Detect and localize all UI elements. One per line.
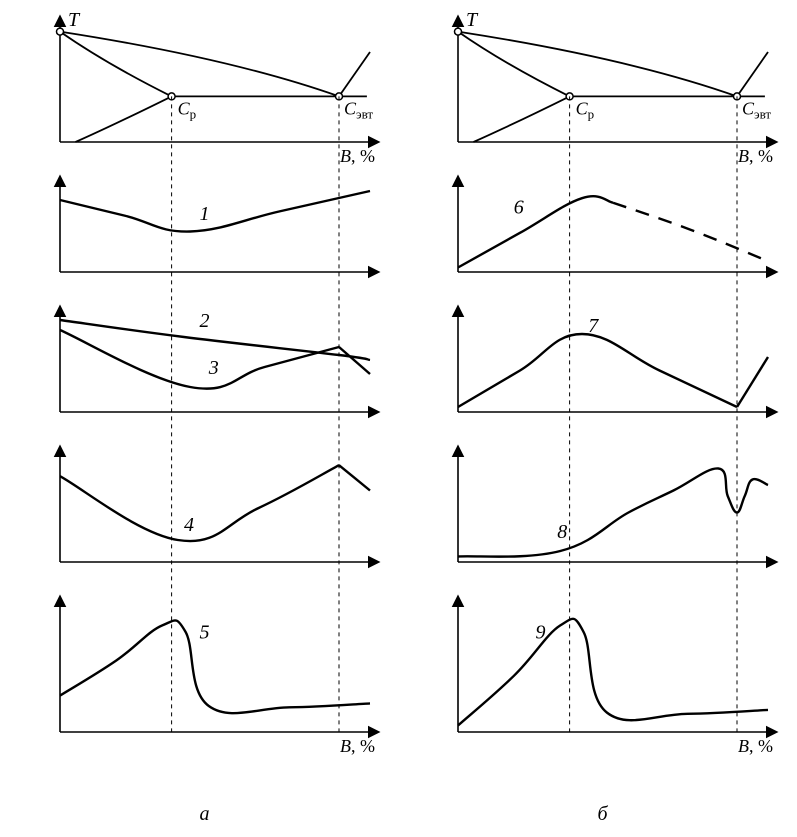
figure-svg: T B, % Cр Cэвт 1 2 3 4 B, % 5 а T B, % Cр Cэвт 6 7 8 B, % 9… (0, 0, 797, 837)
svg-text:7: 7 (588, 315, 599, 337)
svg-text:B, %: B, % (738, 146, 773, 166)
svg-text:а: а (200, 803, 210, 825)
svg-text:Cэвт: Cэвт (742, 98, 771, 121)
svg-text:2: 2 (200, 310, 210, 332)
svg-text:б: б (598, 803, 609, 825)
svg-text:T: T (68, 9, 81, 31)
svg-text:6: 6 (514, 197, 524, 219)
svg-text:9: 9 (536, 621, 546, 643)
svg-text:5: 5 (200, 621, 210, 643)
svg-text:B, %: B, % (340, 736, 375, 756)
svg-text:3: 3 (208, 357, 219, 379)
svg-text:4: 4 (184, 514, 194, 536)
svg-text:B, %: B, % (340, 146, 375, 166)
svg-text:Cр: Cр (576, 98, 595, 121)
svg-text:8: 8 (557, 521, 567, 543)
svg-text:1: 1 (200, 203, 210, 225)
svg-text:B, %: B, % (738, 736, 773, 756)
svg-text:Cэвт: Cэвт (344, 98, 373, 121)
svg-text:Cр: Cр (178, 98, 197, 121)
svg-text:T: T (466, 9, 479, 31)
